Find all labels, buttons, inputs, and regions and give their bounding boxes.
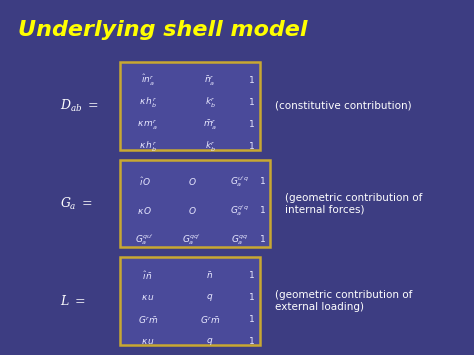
Text: 1: 1 — [249, 271, 255, 280]
Text: $G_a\ =$: $G_a\ =$ — [60, 196, 93, 212]
Text: $\bar{n}_a^r$: $\bar{n}_a^r$ — [204, 73, 216, 88]
Text: $\hat{\imath}\,O$: $\hat{\imath}\,O$ — [139, 175, 151, 188]
Text: $D_{ab}\ =$: $D_{ab}\ =$ — [60, 98, 99, 114]
Text: $G^r\bar{m}$: $G^r\bar{m}$ — [137, 314, 158, 326]
Text: 1: 1 — [249, 142, 255, 151]
Text: $G_a^{u^\prime q}$: $G_a^{u^\prime q}$ — [230, 174, 250, 189]
Text: 1: 1 — [249, 337, 255, 346]
Text: $\hat{\imath}\,\bar{n}$: $\hat{\imath}\,\bar{n}$ — [143, 269, 154, 282]
Text: (geometric contribution of
internal forces): (geometric contribution of internal forc… — [285, 193, 422, 214]
Text: $\bar{n}$: $\bar{n}$ — [207, 270, 214, 281]
Text: $\kappa\,O$: $\kappa\,O$ — [137, 205, 153, 216]
Text: $\hat{\imath}n_a^r$: $\hat{\imath}n_a^r$ — [141, 73, 155, 88]
Text: 1: 1 — [249, 98, 255, 107]
Text: 1: 1 — [260, 177, 266, 186]
Text: $\kappa\, m_a^r$: $\kappa\, m_a^r$ — [137, 118, 158, 132]
FancyBboxPatch shape — [120, 257, 260, 345]
Text: $G_a^{qq}$: $G_a^{qq}$ — [231, 233, 249, 246]
Text: (constitutive contribution): (constitutive contribution) — [275, 101, 411, 111]
Text: Underlying shell model: Underlying shell model — [18, 20, 308, 40]
FancyBboxPatch shape — [120, 62, 260, 150]
Text: 1: 1 — [249, 315, 255, 324]
Text: $q$: $q$ — [206, 292, 214, 303]
Text: $L\ =$: $L\ =$ — [60, 294, 86, 308]
Text: 1: 1 — [249, 293, 255, 302]
Text: $O$: $O$ — [188, 205, 196, 216]
Text: $G_a^{qq^\prime}$: $G_a^{qq^\prime}$ — [182, 232, 201, 247]
Text: $G_a^{qu^\prime}$: $G_a^{qu^\prime}$ — [136, 232, 155, 247]
Text: 1: 1 — [249, 76, 255, 85]
Text: $k_b^r$: $k_b^r$ — [204, 140, 216, 154]
Text: $G^r\bar{m}$: $G^r\bar{m}$ — [200, 314, 220, 326]
Text: $\kappa\, h_b^r$: $\kappa\, h_b^r$ — [139, 95, 157, 110]
Text: $O$: $O$ — [188, 176, 196, 187]
Text: $\kappa\, h_b^r$: $\kappa\, h_b^r$ — [139, 140, 157, 154]
Text: 1: 1 — [260, 235, 266, 244]
FancyBboxPatch shape — [120, 160, 270, 247]
Text: $G_a^{q^\prime q}$: $G_a^{q^\prime q}$ — [230, 203, 250, 218]
Text: (geometric contribution of
external loading): (geometric contribution of external load… — [275, 290, 412, 312]
Text: 1: 1 — [249, 120, 255, 129]
Text: $\kappa\, u$: $\kappa\, u$ — [141, 337, 155, 346]
Text: 1: 1 — [260, 206, 266, 215]
Text: $\kappa\, u$: $\kappa\, u$ — [141, 293, 155, 302]
Text: $k_b^r$: $k_b^r$ — [204, 95, 216, 110]
Text: $q$: $q$ — [206, 336, 214, 347]
Text: $\bar{m}_a^r$: $\bar{m}_a^r$ — [203, 118, 217, 132]
